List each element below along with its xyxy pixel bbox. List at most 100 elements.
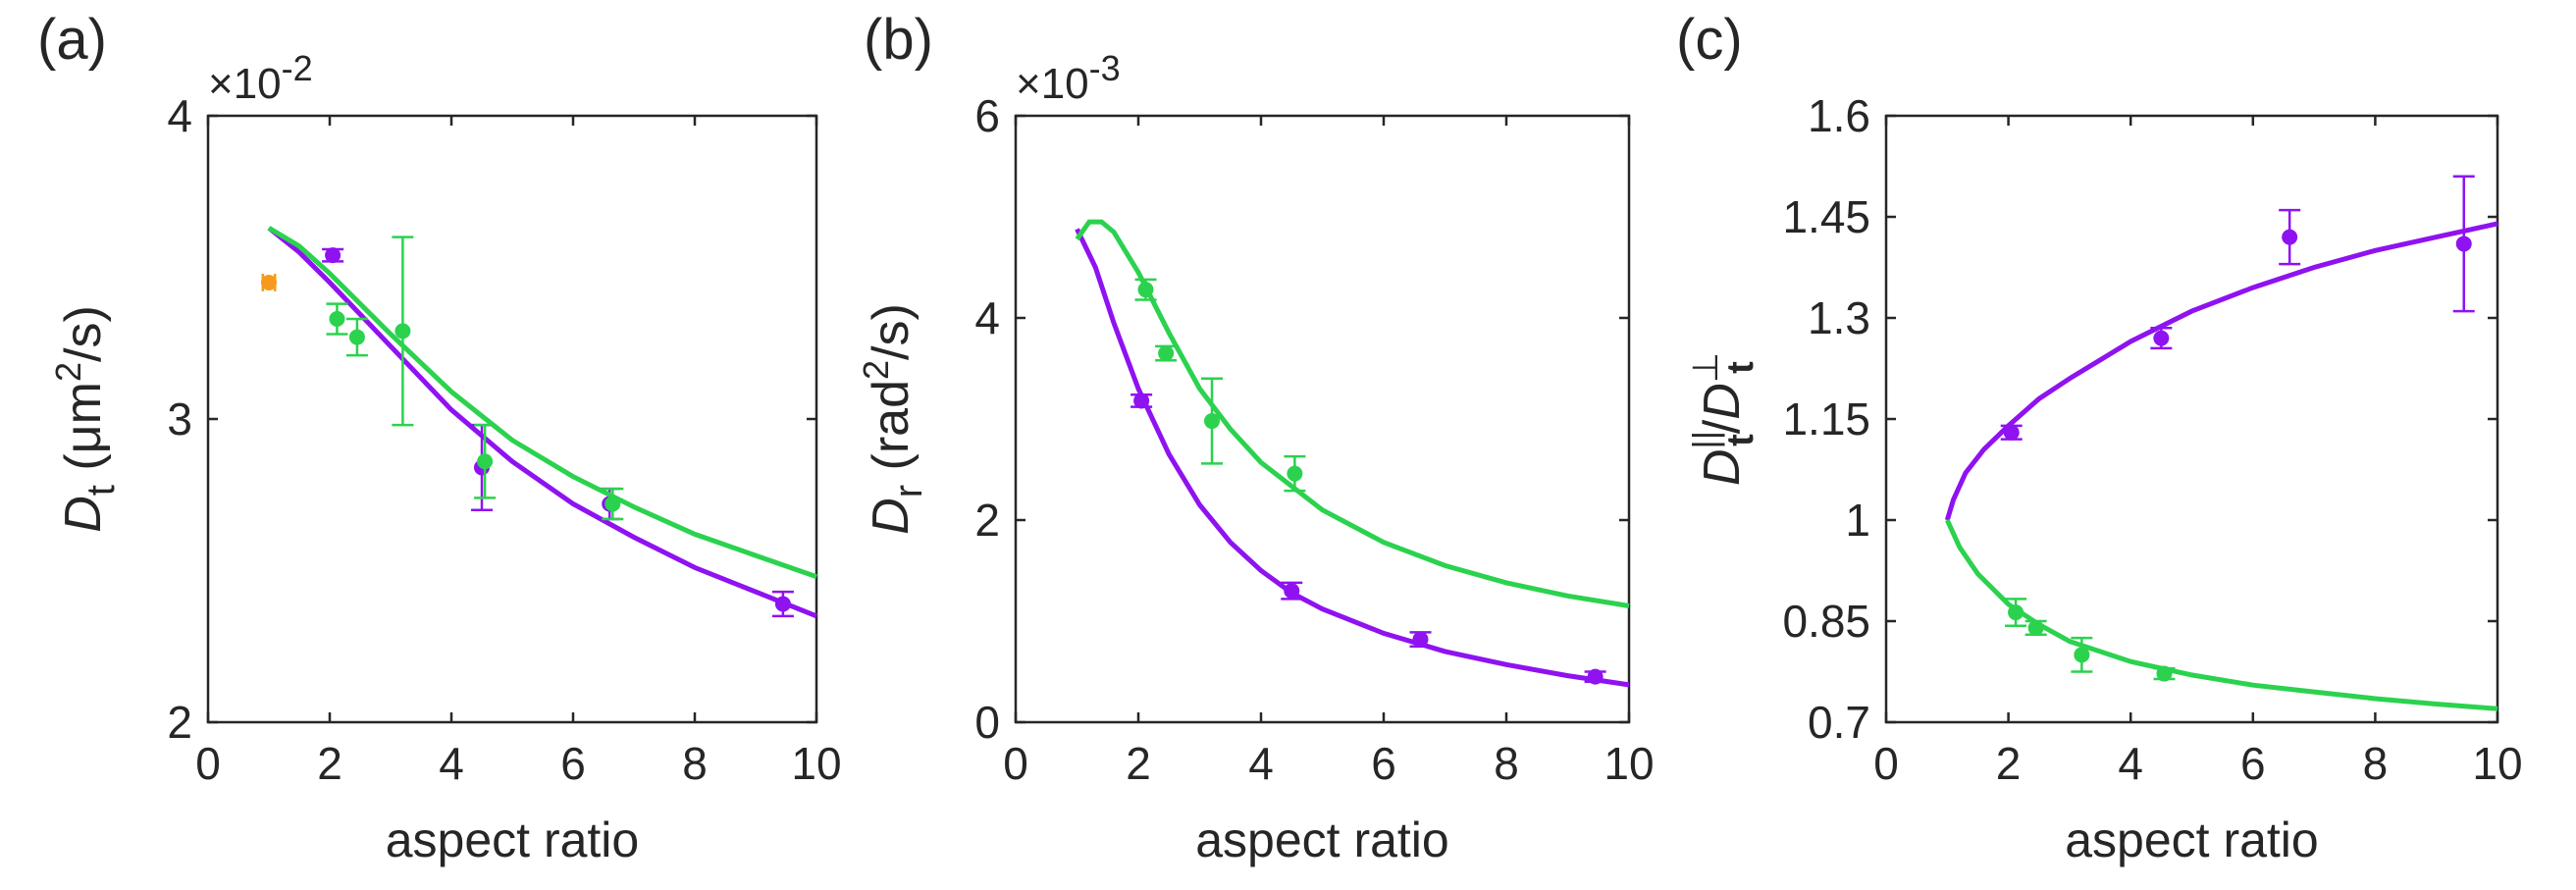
data-point-green — [1158, 345, 1175, 362]
data-point-green — [348, 329, 365, 345]
axes-box — [1884, 114, 2499, 724]
x-tick-label: 8 — [2363, 738, 2389, 789]
panel-label: (b) — [864, 8, 933, 72]
y-tick-label: 6 — [974, 90, 1000, 141]
exponent-power: -3 — [1089, 48, 1121, 88]
ylabel-unit-sup: 2 — [856, 360, 896, 380]
ylabel-symbol-2: D — [1694, 383, 1751, 420]
data-point-green — [1137, 282, 1154, 298]
data-point-purple — [325, 247, 342, 264]
x-axis-label: aspect ratio — [2065, 812, 2318, 867]
ylabel-subscript: t — [79, 485, 123, 496]
x-tick-label: 4 — [439, 738, 464, 789]
y-tick-label: 0 — [974, 697, 1000, 748]
data-point-purple — [2003, 424, 2020, 441]
fit-curve-green — [1945, 518, 2498, 711]
fit-curve-purple — [1075, 228, 1630, 688]
data-point-purple — [1412, 631, 1429, 648]
data-point-green — [2008, 604, 2024, 621]
y-axis-label: Dr (rad2/s) — [856, 303, 930, 535]
data-point-green — [2156, 665, 2173, 682]
x-tick-label: 0 — [1003, 738, 1028, 789]
y-axis-label: D||t/D⊥t — [1685, 352, 1761, 486]
ylabel-symbol: D — [863, 497, 920, 535]
x-tick-label: 2 — [1126, 738, 1151, 789]
data-point-green — [2027, 619, 2044, 636]
fit-curve-green — [267, 226, 817, 580]
data-point-purple — [1133, 393, 1150, 409]
x-tick-label: 10 — [2472, 738, 2522, 789]
y-tick-label: 0.7 — [1808, 697, 1870, 748]
y-tick-label: 3 — [167, 393, 192, 445]
y-tick-label: 1.6 — [1808, 90, 1870, 141]
x-tick-label: 2 — [317, 738, 342, 789]
axis-exponent: ×10-2 — [208, 48, 313, 108]
data-point-green — [329, 311, 345, 328]
x-tick-label: 4 — [1248, 738, 1274, 789]
data-point-purple — [2282, 229, 2298, 245]
exponent-base: ×10 — [1016, 60, 1089, 108]
fit-curve-purple — [1944, 221, 2498, 521]
data-point-green — [1204, 413, 1220, 430]
ylabel-subscript: r — [887, 485, 930, 497]
y-tick-label: 2 — [974, 495, 1000, 546]
ylabel-superscript: || — [1685, 431, 1725, 449]
data-point-purple — [774, 596, 791, 612]
y-tick-label: 1.45 — [1782, 191, 1870, 242]
axes-box — [1014, 114, 1631, 724]
x-axis-label: aspect ratio — [386, 812, 639, 867]
y-tick-label: 0.85 — [1782, 596, 1870, 647]
ylabel-slash: / — [1694, 419, 1751, 434]
fit-curve-green — [1075, 219, 1630, 608]
ylabel-unit: (μm — [55, 382, 112, 485]
x-tick-label: 10 — [1603, 738, 1654, 789]
data-point-purple — [2153, 330, 2170, 346]
x-tick-label: 0 — [1873, 738, 1899, 789]
y-tick-label: 4 — [167, 90, 192, 141]
x-tick-label: 8 — [682, 738, 708, 789]
y-tick-label: 2 — [167, 697, 192, 748]
axes-box — [206, 114, 818, 724]
x-tick-label: 6 — [560, 738, 586, 789]
ylabel-superscript-2: ⊥ — [1685, 352, 1725, 383]
data-point-green — [605, 496, 621, 512]
panel-label: (c) — [1676, 8, 1743, 72]
fit-curve-purple — [267, 226, 817, 619]
exponent-base: ×10 — [208, 60, 282, 108]
ylabel-subscript: t — [1720, 434, 1761, 446]
axis-exponent: ×10-3 — [1016, 48, 1121, 108]
y-tick-label: 4 — [974, 292, 1000, 343]
x-tick-label: 8 — [1494, 738, 1519, 789]
ylabel-unit-end: /s) — [55, 305, 112, 362]
data-point-green — [2074, 647, 2090, 663]
data-point-green — [1287, 465, 1303, 482]
data-point-green — [394, 323, 411, 340]
data-point-green — [477, 453, 494, 470]
x-tick-label: 6 — [2240, 738, 2266, 789]
data-point-orange — [261, 274, 277, 290]
ylabel-unit: (rad — [863, 380, 920, 485]
data-point-purple — [1587, 668, 1603, 685]
data-point-purple — [2455, 236, 2472, 252]
panel-c: (c) 0 2 4 6 8 10 0.7 0.85 1 1.15 1.3 1.45 1.6 aspect r… — [1676, 8, 2523, 867]
panel-label: (a) — [37, 8, 107, 72]
x-tick-label: 6 — [1371, 738, 1396, 789]
data-point-purple — [1284, 583, 1300, 600]
x-axis-label: aspect ratio — [1195, 812, 1448, 867]
y-tick-label: 1.3 — [1808, 292, 1870, 343]
ylabel-subscript-2: t — [1720, 361, 1761, 374]
x-tick-label: 0 — [195, 738, 221, 789]
ylabel-unit-end: /s) — [863, 303, 920, 360]
y-tick-label: 1 — [1845, 495, 1870, 546]
y-tick-label: 1.15 — [1782, 393, 1870, 445]
ylabel-unit-sup: 2 — [48, 362, 88, 382]
ylabel-symbol: D — [55, 496, 112, 533]
x-tick-label: 10 — [791, 738, 841, 789]
x-tick-label: 2 — [1996, 738, 2022, 789]
x-tick-label: 4 — [2118, 738, 2143, 789]
y-axis-label: Dt (μm2/s) — [48, 305, 123, 533]
ylabel-symbol: D — [1694, 449, 1751, 487]
